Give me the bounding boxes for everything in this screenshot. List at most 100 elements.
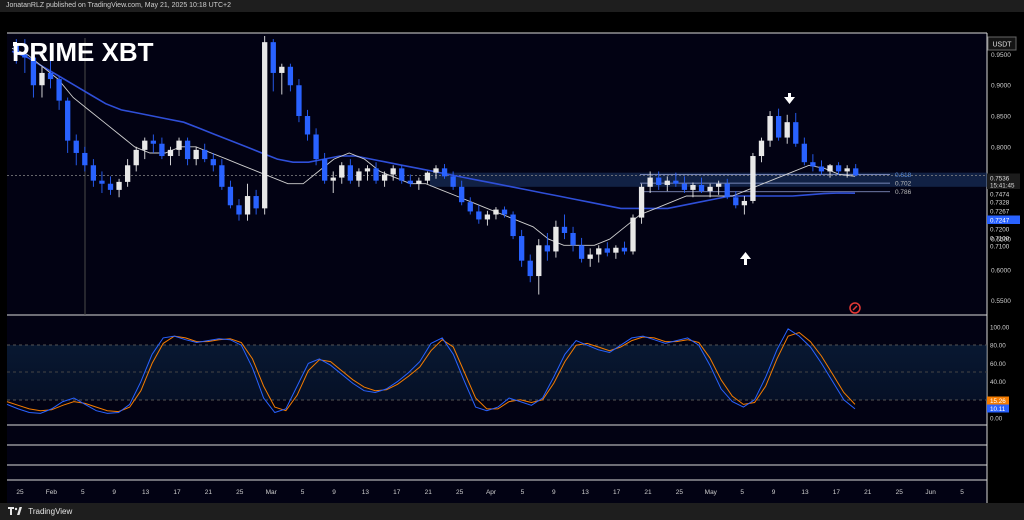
candle <box>544 232 551 261</box>
candle-body <box>107 183 114 190</box>
stoch-k-line <box>6 328 856 414</box>
candle-body <box>236 205 242 215</box>
candle-body <box>613 247 619 253</box>
arrow-down-icon <box>784 93 795 104</box>
candle-body <box>73 140 79 153</box>
time-tick-label: 25 <box>236 489 244 496</box>
time-tick-label: 13 <box>142 489 150 496</box>
candle <box>476 205 482 224</box>
time-tick-label: 9 <box>112 489 116 496</box>
time-tick-label: 5 <box>740 489 744 496</box>
candle-body <box>364 168 371 172</box>
fib-label: 0.786 <box>895 189 912 196</box>
candle-body <box>664 180 670 185</box>
candle <box>450 171 456 190</box>
candle-body <box>519 236 525 261</box>
candle-body <box>339 165 345 178</box>
candle-body <box>390 168 396 175</box>
candle-body <box>167 149 174 157</box>
candle-layer <box>13 36 859 295</box>
candle-body <box>527 260 533 277</box>
price-level-label: 0.7536 <box>990 175 1010 182</box>
candle <box>287 63 294 92</box>
currency-badge[interactable] <box>987 36 1017 51</box>
price-level-label: 0.7474 <box>990 191 1010 198</box>
price-label-bg <box>987 215 1020 224</box>
candle-body <box>287 66 294 86</box>
candle <box>390 165 396 181</box>
tradingview-logo-icon <box>8 507 22 515</box>
candle-body <box>476 211 482 220</box>
logo-text: PRIME XBT <box>12 37 154 67</box>
candle-body <box>459 186 465 203</box>
candle-body <box>347 165 353 181</box>
time-tick-label: May <box>705 489 718 496</box>
candle-body <box>758 140 765 157</box>
candle-body <box>296 85 302 117</box>
candle <box>381 171 388 187</box>
stoch-tick-label: 0.00 <box>990 416 1003 423</box>
candle <box>758 137 765 163</box>
candle <box>433 165 439 179</box>
axis-layer: 0.9500 0.9000 0.8500 0.8000 0.6500 0.6000 0.55… <box>16 52 1020 496</box>
stoch-band <box>7 345 987 400</box>
time-tick-label: 13 <box>582 489 590 496</box>
candle-body <box>544 245 551 252</box>
candle <box>724 178 730 200</box>
candle <box>561 214 568 240</box>
candle <box>176 137 182 157</box>
time-tick-label: 13 <box>801 489 809 496</box>
candle <box>784 114 790 144</box>
candle <box>133 146 139 172</box>
price-level-label: 15:41:45 <box>990 182 1015 189</box>
price-tick-label: 0.6000 <box>991 267 1011 274</box>
candle <box>835 162 842 175</box>
candle <box>82 146 88 172</box>
candle <box>321 152 328 184</box>
candle-body <box>184 140 191 160</box>
candle <box>210 152 216 172</box>
time-tick-label: Jun <box>925 489 936 496</box>
candle <box>647 171 653 193</box>
candle <box>767 111 773 147</box>
candle <box>681 176 688 193</box>
candle <box>262 36 268 215</box>
candle <box>270 39 276 92</box>
candle-body <box>553 226 559 252</box>
candle <box>304 109 311 141</box>
candle-body <box>493 209 499 215</box>
candle <box>570 226 576 252</box>
candle <box>775 108 782 141</box>
candle-body <box>253 196 259 209</box>
candle <box>519 229 525 267</box>
candle-body <box>450 176 456 187</box>
price-tick-label: 0.9500 <box>991 52 1011 59</box>
candle <box>793 112 799 147</box>
candle-body <box>501 209 508 215</box>
candle-body <box>99 180 105 184</box>
candle <box>347 159 353 184</box>
candle <box>399 165 405 184</box>
candle-body <box>835 165 842 172</box>
candle-body <box>604 248 610 253</box>
candle <box>656 171 662 190</box>
candle <box>416 177 422 190</box>
candle <box>638 183 645 224</box>
candle <box>733 191 739 209</box>
candle-body <box>844 168 850 172</box>
candle <box>698 177 705 193</box>
time-tick-label: 5 <box>960 489 964 496</box>
alert-icon[interactable] <box>849 302 861 314</box>
stoch-value-label: 15.26 <box>990 398 1006 405</box>
time-tick-label: Mar <box>266 489 278 496</box>
stoch-tick-label: 80.00 <box>990 343 1006 350</box>
time-tick-label: 21 <box>644 489 652 496</box>
candle <box>356 168 362 187</box>
candle-body <box>587 254 593 259</box>
candle-body <box>13 45 19 55</box>
candle <box>56 76 62 110</box>
candle <box>578 237 585 263</box>
candle-body <box>707 186 713 192</box>
